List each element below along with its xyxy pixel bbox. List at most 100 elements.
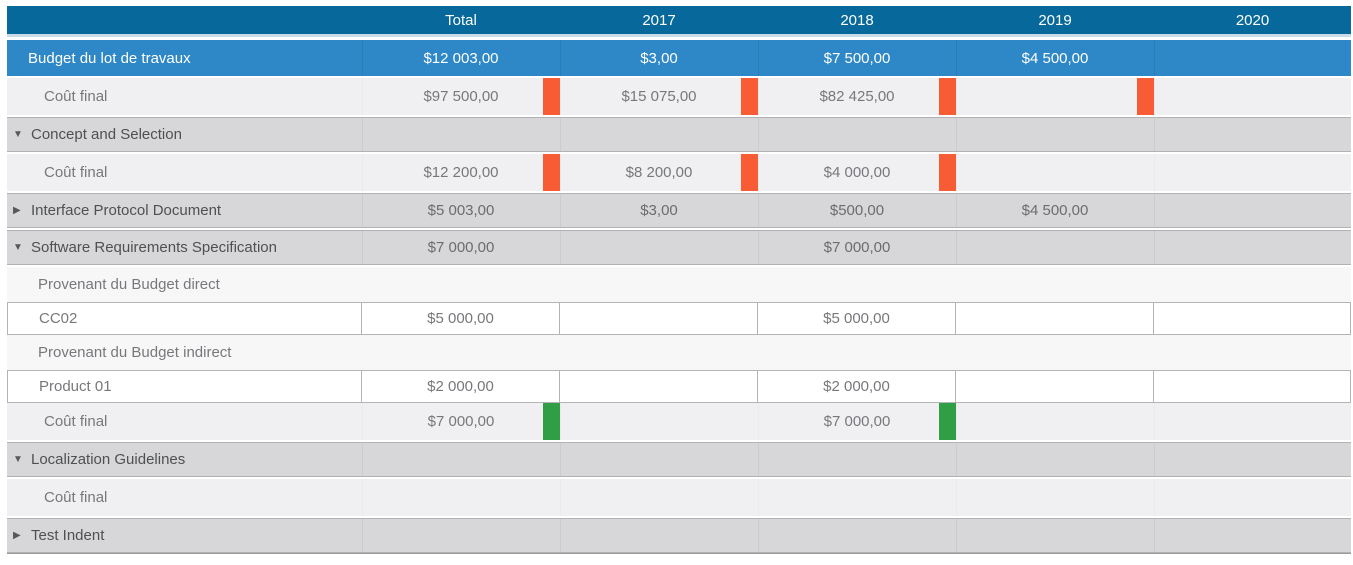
cell-value: $12 200,00 <box>423 164 499 181</box>
value-cell-2020 <box>1154 519 1351 552</box>
input-cell-2020[interactable] <box>1154 371 1351 402</box>
row-group-interface-protocol-document[interactable]: ▶ Interface Protocol Document $5 003,00 $… <box>7 193 1351 228</box>
value-cell-2020 <box>1154 118 1351 151</box>
row-label: Product 01 <box>7 371 362 402</box>
input-cell-total[interactable]: $5 000,00 <box>362 303 560 334</box>
input-cell-2019[interactable] <box>956 303 1154 334</box>
value-cell-2019 <box>956 519 1154 552</box>
value-cell-total <box>362 479 560 516</box>
collapse-icon[interactable]: ▼ <box>13 242 23 253</box>
value-cell-2017: $15 075,00 <box>560 78 758 115</box>
row-label: Budget du lot de travaux <box>28 49 191 67</box>
group-label: Concept and Selection <box>31 126 182 143</box>
overrun-indicator-bar <box>741 78 758 115</box>
value-cell-2019 <box>956 267 1154 302</box>
value-cell-2020 <box>1154 154 1351 191</box>
budget-grid: Total 2017 2018 2019 2020 Budget du lot … <box>7 6 1351 554</box>
value-cell-2018 <box>758 335 956 370</box>
value-cell-2017 <box>560 403 758 440</box>
value-cell-total <box>362 519 560 552</box>
overrun-indicator-bar <box>741 154 758 191</box>
row-budget-du-lot: Budget du lot de travaux $12 003,00 $3,0… <box>7 40 1351 76</box>
overrun-indicator-bar <box>543 154 560 191</box>
cell-value: $4 000,00 <box>823 164 891 181</box>
input-cell-2018[interactable]: $2 000,00 <box>758 371 956 402</box>
row-label: CC02 <box>7 303 362 334</box>
value-cell-total: $7 000,00 <box>362 403 560 440</box>
input-cell-2020[interactable] <box>1154 303 1351 334</box>
value-cell-2020 <box>1154 40 1351 76</box>
expand-icon[interactable]: ▶ <box>13 530 21 541</box>
value-cell-2020 <box>1154 335 1351 370</box>
value-cell-total <box>362 443 560 476</box>
cell-value: $7 000,00 <box>823 413 891 430</box>
row-cout-final-srs: Coût final $7 000,00 $7 000,00 <box>7 403 1351 440</box>
value-cell-2018: $500,00 <box>758 194 956 227</box>
input-cell-2017[interactable] <box>560 371 758 402</box>
row-cout-final-localization: Coût final <box>7 479 1351 516</box>
value-cell-2019 <box>956 154 1154 191</box>
row-input-cc02: CC02 $5 000,00 $5 000,00 <box>7 302 1351 335</box>
group-label-cell: ▶ Interface Protocol Document <box>7 194 362 227</box>
group-label-cell: ▼ Concept and Selection <box>7 118 362 151</box>
input-cell-total[interactable]: $2 000,00 <box>362 371 560 402</box>
column-header-2019: 2019 <box>1038 11 1072 29</box>
value-cell-2020 <box>1154 403 1351 440</box>
cell-value: $15 075,00 <box>621 88 697 105</box>
overrun-indicator-bar <box>543 78 560 115</box>
value-cell-2017: $3,00 <box>560 40 758 76</box>
row-section-budget-indirect: Provenant du Budget indirect <box>7 335 1351 370</box>
value-cell-2019 <box>956 443 1154 476</box>
value-cell-2019 <box>956 231 1154 264</box>
value-cell-2018: $7 000,00 <box>758 231 956 264</box>
row-label: Coût final <box>44 489 108 506</box>
group-label: Test Indent <box>31 527 105 544</box>
ok-indicator-bar <box>939 403 956 440</box>
row-input-product-01: Product 01 $2 000,00 $2 000,00 <box>7 370 1351 403</box>
row-group-concept-and-selection[interactable]: ▼ Concept and Selection <box>7 117 1351 152</box>
value-cell-2018: $7 000,00 <box>758 403 956 440</box>
table-header-row: Total 2017 2018 2019 2020 <box>7 6 1351 37</box>
overrun-indicator-bar <box>939 154 956 191</box>
overrun-indicator-bar <box>939 78 956 115</box>
row-group-localization-guidelines[interactable]: ▼ Localization Guidelines <box>7 442 1351 477</box>
value-cell-2018: $7 500,00 <box>758 40 956 76</box>
cell-value: $7 000,00 <box>427 413 495 430</box>
cell-value: $8 200,00 <box>625 164 693 181</box>
value-cell-2019 <box>956 118 1154 151</box>
value-cell-2020 <box>1154 443 1351 476</box>
row-group-test-indent[interactable]: ▶ Test Indent <box>7 518 1351 553</box>
value-cell-2020 <box>1154 267 1351 302</box>
group-label-cell: ▼ Localization Guidelines <box>7 443 362 476</box>
value-cell-2018 <box>758 267 956 302</box>
value-cell-total <box>362 118 560 151</box>
collapse-icon[interactable]: ▼ <box>13 454 23 465</box>
group-label: Interface Protocol Document <box>31 202 222 219</box>
expand-icon[interactable]: ▶ <box>13 205 21 216</box>
group-label: Software Requirements Specification <box>31 239 277 256</box>
value-cell-2017 <box>560 231 758 264</box>
row-label: Coût final <box>44 88 108 105</box>
value-cell-2020 <box>1154 479 1351 516</box>
value-cell-2018 <box>758 443 956 476</box>
column-header-2017: 2017 <box>642 11 676 29</box>
collapse-icon[interactable]: ▼ <box>13 129 23 140</box>
value-cell-2018 <box>758 118 956 151</box>
row-cout-final-concept: Coût final $12 200,00 $8 200,00 $4 000,0… <box>7 154 1351 191</box>
input-cell-2018[interactable]: $5 000,00 <box>758 303 956 334</box>
column-header-total: Total <box>445 11 477 29</box>
value-cell-2019 <box>956 335 1154 370</box>
input-cell-2019[interactable] <box>956 371 1154 402</box>
row-group-software-requirements-specification[interactable]: ▼ Software Requirements Specification $7 … <box>7 230 1351 265</box>
value-cell-2017 <box>560 443 758 476</box>
value-cell-2019: $4 500,00 <box>956 40 1154 76</box>
value-cell-2017 <box>560 118 758 151</box>
group-label-cell: ▶ Test Indent <box>7 519 362 552</box>
ok-indicator-bar <box>543 403 560 440</box>
value-cell-total: $97 500,00 <box>362 78 560 115</box>
value-cell-2018: $4 000,00 <box>758 154 956 191</box>
cell-value: $97 500,00 <box>423 88 499 105</box>
input-cell-2017[interactable] <box>560 303 758 334</box>
row-label: Coût final <box>44 164 108 181</box>
section-label: Provenant du Budget direct <box>38 276 220 293</box>
